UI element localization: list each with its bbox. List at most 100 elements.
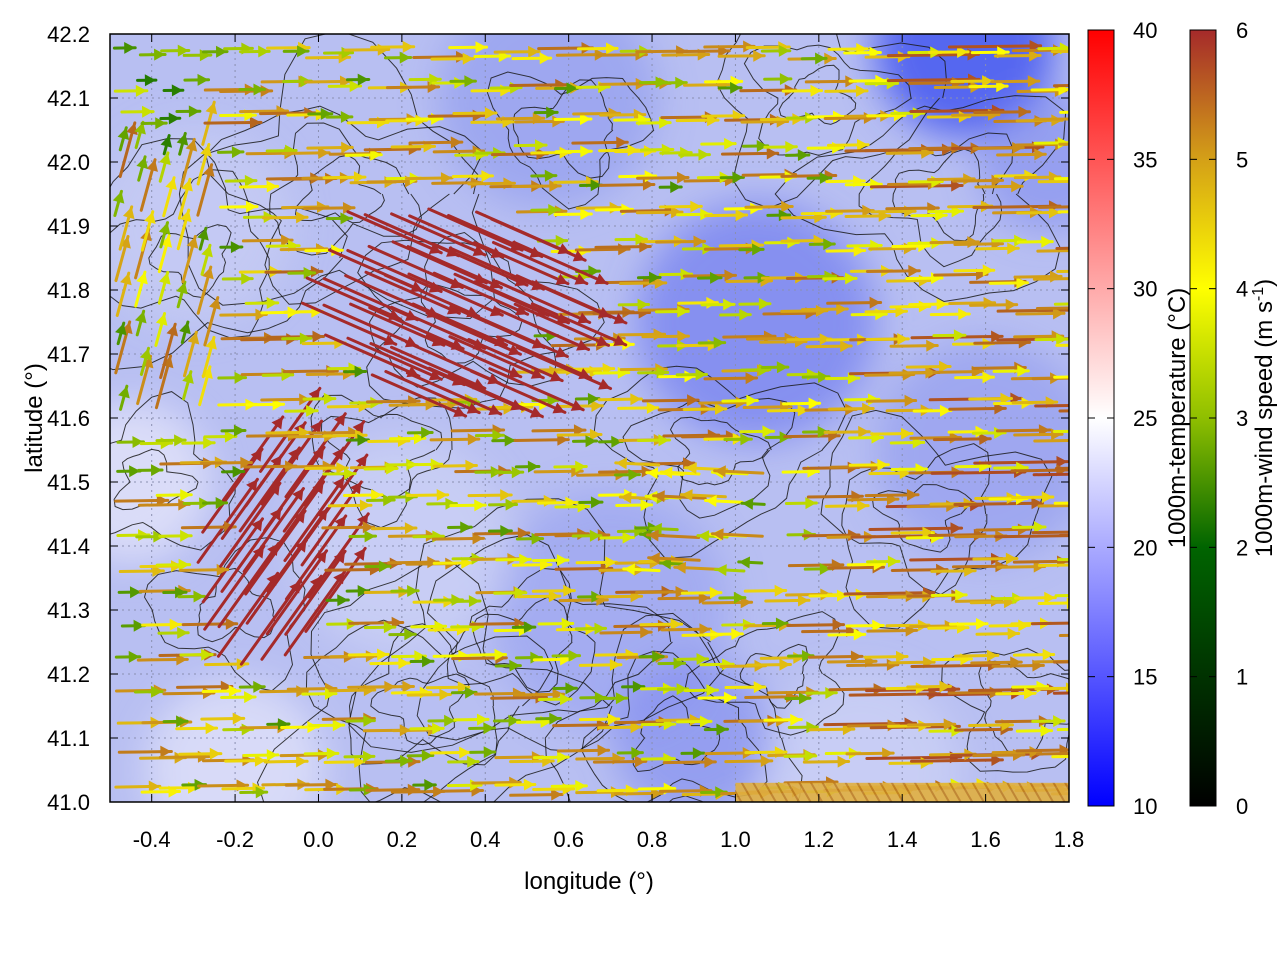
wind-vector: [975, 242, 1020, 255]
wind-vector-head: [370, 148, 382, 161]
wind-vector-shaft: [1052, 429, 1069, 434]
wind-vector: [826, 296, 883, 309]
y-tick-label: 42.0: [47, 150, 90, 175]
temperature-blob: [613, 658, 774, 802]
wind-vector-head: [548, 590, 560, 603]
wind-vector: [614, 457, 661, 470]
wind-vector-head: [128, 650, 140, 663]
wind-vector-head: [724, 137, 736, 150]
wind-vector-head: [180, 210, 192, 223]
wind-vector: [404, 172, 454, 185]
wind-vector-head: [731, 628, 743, 641]
wind-vector: [703, 723, 729, 736]
wind-vector: [721, 394, 759, 407]
wind-vector-head: [557, 433, 569, 446]
wind-vector-head: [1065, 682, 1069, 695]
wind-vector-head: [281, 234, 293, 247]
wind-vector: [682, 269, 737, 282]
wind-vector-head: [588, 265, 600, 278]
wind-vector: [113, 84, 149, 97]
wind-vector-head: [432, 722, 444, 735]
wind-vector: [491, 434, 518, 447]
wind-vector-head: [647, 529, 659, 542]
wind-vector-shaft: [404, 340, 502, 385]
wind-vector: [349, 302, 446, 347]
wind-vector: [683, 684, 720, 697]
wind-vector: [245, 398, 286, 411]
wind-vector: [139, 158, 158, 212]
wind-vector: [429, 433, 481, 446]
wind-vector-head: [487, 373, 500, 385]
wind-vector: [635, 116, 672, 129]
wind-vector-head: [244, 691, 256, 704]
wind-vector-head: [1029, 49, 1041, 62]
wind-vector: [266, 330, 326, 343]
wind-vector: [162, 586, 188, 599]
wind-vector-head: [810, 84, 822, 97]
wind-vector: [384, 754, 413, 767]
y-tick-label: 41.1: [47, 726, 90, 751]
wind-vector: [800, 52, 828, 65]
wind-vector-head: [292, 488, 304, 501]
wind-vector-shaft: [1054, 593, 1069, 598]
wind-vector: [321, 521, 376, 534]
colorbar-tick-label: 0: [1236, 794, 1248, 819]
wind-vector-head: [1005, 552, 1017, 565]
wind-vector: [242, 487, 305, 574]
wind-vector-shaft: [349, 302, 446, 347]
wind-vector-head: [615, 692, 627, 705]
wind-vector-shaft: [494, 279, 592, 324]
wind-vector: [345, 584, 371, 597]
wind-vector-shaft: [242, 487, 305, 574]
wind-vector-head: [1017, 365, 1029, 378]
wind-vector-head: [781, 200, 793, 213]
wind-vector: [324, 333, 421, 378]
wind-vector-head: [378, 560, 390, 573]
wind-vector-head: [646, 467, 659, 480]
wind-vector-head: [589, 428, 601, 441]
wind-vector-shaft: [368, 306, 465, 351]
wind-vector: [406, 245, 503, 290]
wind-vector-head: [209, 747, 221, 760]
wind-vector-head: [255, 786, 267, 799]
wind-vector: [909, 754, 1004, 767]
wind-vector-head: [341, 141, 353, 154]
wind-vector-head: [630, 721, 642, 734]
wind-vector-head: [451, 374, 465, 386]
wind-vector: [1036, 249, 1069, 253]
wind-vector: [405, 371, 503, 416]
wind-vector-head: [798, 692, 810, 705]
wind-vector: [365, 494, 396, 507]
wind-vector: [659, 466, 701, 479]
wind-vector: [553, 460, 588, 473]
wind-vector: [494, 466, 525, 479]
contour-line: [941, 647, 1069, 773]
wind-vector-head: [922, 526, 934, 539]
wind-vector-head: [939, 680, 951, 693]
wind-vector: [300, 301, 398, 346]
wind-vector: [196, 265, 214, 315]
wind-vector: [719, 171, 745, 184]
wind-vector-head: [1041, 491, 1053, 504]
wind-vector-head: [205, 722, 217, 735]
wind-vector: [908, 298, 950, 311]
wind-vector-head: [594, 622, 606, 635]
wind-vector-head: [136, 156, 148, 170]
contour-line: [256, 563, 613, 802]
wind-vector: [996, 148, 1047, 161]
wind-vector-head: [815, 52, 827, 65]
wind-vector: [865, 394, 918, 407]
wind-vector-head: [690, 200, 702, 213]
wind-vector: [116, 465, 142, 478]
wind-vector: [515, 532, 545, 545]
wind-vector-head: [674, 561, 687, 574]
wind-vector: [1057, 558, 1069, 562]
wind-vector-head: [205, 337, 217, 350]
wind-vector-head: [266, 297, 278, 310]
wind-vector: [972, 552, 1019, 565]
wind-vector: [432, 459, 478, 472]
x-tick-label: 1.4: [887, 827, 918, 852]
wind-vector: [531, 280, 628, 325]
wind-vector: [578, 496, 604, 509]
wind-vector-head: [640, 528, 652, 541]
